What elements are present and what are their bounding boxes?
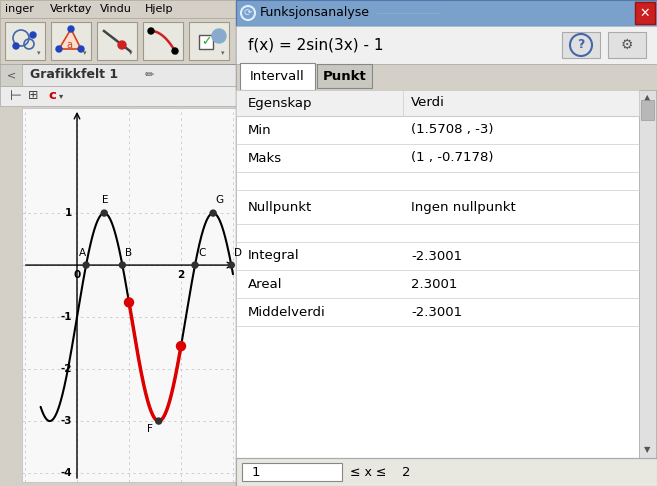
FancyBboxPatch shape bbox=[608, 32, 646, 58]
Text: F: F bbox=[147, 424, 152, 434]
FancyBboxPatch shape bbox=[236, 458, 657, 486]
Text: Funksjonsanalyse: Funksjonsanalyse bbox=[260, 6, 370, 19]
FancyBboxPatch shape bbox=[236, 10, 631, 11]
Text: Verktøy: Verktøy bbox=[50, 4, 93, 14]
Text: C: C bbox=[198, 248, 206, 258]
Text: <: < bbox=[7, 70, 16, 80]
FancyBboxPatch shape bbox=[97, 22, 137, 60]
Text: Egenskap: Egenskap bbox=[248, 97, 313, 109]
Text: Middelverdi: Middelverdi bbox=[248, 306, 326, 318]
FancyBboxPatch shape bbox=[189, 22, 229, 60]
FancyBboxPatch shape bbox=[236, 25, 631, 26]
FancyBboxPatch shape bbox=[236, 9, 631, 10]
Circle shape bbox=[68, 26, 74, 32]
FancyBboxPatch shape bbox=[236, 14, 631, 15]
FancyBboxPatch shape bbox=[22, 108, 238, 482]
FancyBboxPatch shape bbox=[0, 0, 657, 18]
Text: (1 , -0.7178): (1 , -0.7178) bbox=[411, 152, 493, 164]
Text: G: G bbox=[215, 195, 223, 205]
Text: ▾: ▾ bbox=[129, 50, 133, 56]
FancyBboxPatch shape bbox=[236, 90, 639, 116]
Text: Intervall: Intervall bbox=[250, 70, 305, 84]
Text: a: a bbox=[66, 40, 72, 50]
Text: Verdi: Verdi bbox=[411, 97, 445, 109]
Text: c: c bbox=[48, 89, 56, 103]
Text: Min: Min bbox=[248, 123, 271, 137]
Text: ▾: ▾ bbox=[221, 50, 225, 56]
FancyBboxPatch shape bbox=[562, 32, 600, 58]
FancyBboxPatch shape bbox=[236, 23, 631, 24]
FancyBboxPatch shape bbox=[236, 90, 639, 458]
FancyBboxPatch shape bbox=[236, 26, 657, 64]
Circle shape bbox=[212, 29, 226, 43]
Text: ▼: ▼ bbox=[645, 446, 650, 454]
Text: ⟳: ⟳ bbox=[244, 8, 252, 18]
Circle shape bbox=[118, 41, 126, 49]
Text: ✓: ✓ bbox=[201, 35, 212, 49]
Text: 0: 0 bbox=[74, 270, 81, 280]
Text: ✏: ✏ bbox=[145, 70, 154, 80]
Circle shape bbox=[172, 48, 178, 54]
FancyBboxPatch shape bbox=[236, 1, 631, 2]
FancyBboxPatch shape bbox=[236, 3, 631, 4]
Text: Grafikkfelt 1: Grafikkfelt 1 bbox=[30, 69, 118, 82]
Text: 2: 2 bbox=[177, 270, 185, 280]
Circle shape bbox=[83, 262, 89, 268]
Text: Vindu: Vindu bbox=[100, 4, 132, 14]
FancyBboxPatch shape bbox=[236, 15, 631, 16]
Text: -2: -2 bbox=[60, 364, 72, 374]
Text: E: E bbox=[102, 195, 108, 205]
Circle shape bbox=[228, 262, 235, 268]
FancyBboxPatch shape bbox=[242, 463, 342, 481]
Text: D: D bbox=[235, 248, 242, 258]
FancyBboxPatch shape bbox=[199, 35, 213, 49]
Text: ⊢: ⊢ bbox=[10, 89, 22, 103]
FancyBboxPatch shape bbox=[0, 64, 240, 86]
Circle shape bbox=[124, 298, 133, 307]
Circle shape bbox=[192, 262, 198, 268]
Text: 1: 1 bbox=[252, 466, 260, 479]
FancyBboxPatch shape bbox=[236, 20, 631, 21]
Circle shape bbox=[30, 32, 36, 38]
FancyBboxPatch shape bbox=[236, 64, 657, 90]
Text: A: A bbox=[79, 248, 86, 258]
Text: ─────────────: ───────────── bbox=[376, 8, 441, 17]
Text: 2.3001: 2.3001 bbox=[411, 278, 457, 291]
Text: -2.3001: -2.3001 bbox=[411, 306, 462, 318]
FancyBboxPatch shape bbox=[635, 2, 655, 24]
Circle shape bbox=[177, 342, 185, 350]
Circle shape bbox=[156, 418, 162, 424]
Circle shape bbox=[120, 262, 125, 268]
FancyBboxPatch shape bbox=[236, 0, 657, 26]
Text: inger: inger bbox=[5, 4, 34, 14]
FancyBboxPatch shape bbox=[236, 18, 631, 19]
Text: Nullpunkt: Nullpunkt bbox=[248, 201, 312, 213]
Text: ✕: ✕ bbox=[640, 6, 650, 19]
FancyBboxPatch shape bbox=[0, 18, 240, 64]
Polygon shape bbox=[59, 29, 81, 49]
FancyBboxPatch shape bbox=[236, 0, 631, 1]
FancyBboxPatch shape bbox=[0, 86, 240, 106]
FancyBboxPatch shape bbox=[639, 90, 656, 458]
Text: Integral: Integral bbox=[248, 249, 300, 262]
Text: -4: -4 bbox=[60, 468, 72, 478]
Text: Ingen nullpunkt: Ingen nullpunkt bbox=[411, 201, 516, 213]
Text: B: B bbox=[125, 248, 133, 258]
Text: f(x) = 2sin(3x) - 1: f(x) = 2sin(3x) - 1 bbox=[248, 37, 384, 52]
Text: -2.3001: -2.3001 bbox=[411, 249, 462, 262]
Text: Punkt: Punkt bbox=[323, 70, 367, 84]
FancyBboxPatch shape bbox=[51, 22, 91, 60]
FancyBboxPatch shape bbox=[236, 0, 657, 486]
Text: ▾: ▾ bbox=[175, 50, 179, 56]
FancyBboxPatch shape bbox=[236, 13, 631, 14]
FancyBboxPatch shape bbox=[0, 64, 22, 86]
FancyBboxPatch shape bbox=[5, 22, 45, 60]
FancyBboxPatch shape bbox=[236, 24, 631, 25]
FancyBboxPatch shape bbox=[236, 11, 631, 12]
FancyBboxPatch shape bbox=[236, 22, 631, 23]
Text: ?: ? bbox=[578, 38, 585, 52]
FancyBboxPatch shape bbox=[236, 12, 631, 13]
Text: ⊞: ⊞ bbox=[28, 89, 39, 103]
FancyBboxPatch shape bbox=[236, 16, 631, 17]
